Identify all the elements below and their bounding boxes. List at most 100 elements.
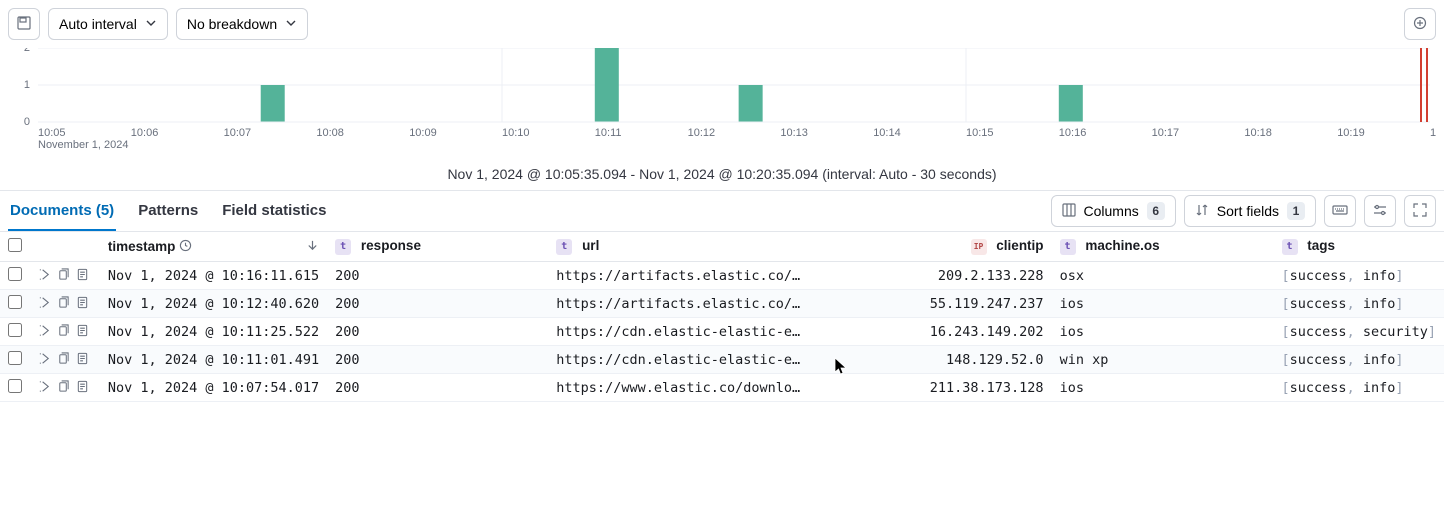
svg-text:10:19: 10:19 (1337, 127, 1365, 139)
clock-icon (179, 239, 192, 255)
columns-button[interactable]: Columns 6 (1051, 195, 1176, 227)
copy-row-icon[interactable] (57, 324, 70, 340)
svg-text:10:16: 10:16 (1059, 127, 1087, 139)
breakdown-label: No breakdown (187, 16, 277, 32)
cell-timestamp: Nov 1, 2024 @ 10:07:54.017 (100, 374, 327, 402)
cell-timestamp: Nov 1, 2024 @ 10:16:11.615 (100, 262, 327, 290)
cell-tags: [success, info] (1274, 290, 1444, 318)
cell-timestamp: Nov 1, 2024 @ 10:11:25.522 (100, 318, 327, 346)
text-type-icon: t (556, 239, 572, 255)
interval-dropdown[interactable]: Auto interval (48, 8, 168, 40)
expand-row-icon[interactable] (38, 268, 51, 284)
cell-response: 200 (327, 374, 548, 402)
cell-clientip: 55.119.247.237 (922, 290, 1052, 318)
text-type-icon: t (1282, 239, 1298, 255)
fullscreen-button[interactable] (1404, 195, 1436, 227)
histogram-chart[interactable]: 01210:0510:0610:0710:0810:0910:1010:1110… (0, 46, 1444, 158)
expand-row-icon[interactable] (38, 380, 51, 396)
cell-tags: [success, security] (1274, 318, 1444, 346)
cell-clientip: 209.2.133.228 (922, 262, 1052, 290)
svg-text:10:09: 10:09 (409, 127, 437, 139)
col-response-label: response (361, 238, 421, 253)
keyboard-icon (1332, 202, 1348, 221)
select-all-checkbox[interactable] (8, 238, 22, 252)
cell-clientip: 211.38.173.128 (922, 374, 1052, 402)
svg-text:10:07: 10:07 (224, 127, 252, 139)
cell-tags: [success, info] (1274, 262, 1444, 290)
actions-header (30, 232, 100, 262)
cell-tags: [success, info] (1274, 346, 1444, 374)
sliders-icon (1372, 202, 1388, 221)
cell-response: 200 (327, 262, 548, 290)
svg-text:10:13: 10:13 (780, 127, 808, 139)
svg-text:10:15: 10:15 (966, 127, 994, 139)
tab-patterns[interactable]: Patterns (136, 192, 200, 231)
col-clientip-label: clientip (996, 238, 1043, 253)
view-doc-icon[interactable] (76, 268, 89, 284)
cell-os: ios (1052, 374, 1274, 402)
col-url[interactable]: t url (548, 232, 921, 262)
cell-clientip: 148.129.52.0 (922, 346, 1052, 374)
display-options-button[interactable] (1364, 195, 1396, 227)
col-tags[interactable]: t tags (1274, 232, 1444, 262)
row-select-checkbox[interactable] (8, 323, 22, 337)
save-icon (16, 15, 32, 34)
col-clientip[interactable]: IP clientip (922, 232, 1052, 262)
chevron-down-icon (285, 16, 297, 32)
row-select-checkbox[interactable] (8, 351, 22, 365)
col-timestamp[interactable]: timestamp (100, 232, 327, 262)
tab-field-statistics[interactable]: Field statistics (220, 192, 328, 231)
row-select-checkbox[interactable] (8, 379, 22, 393)
ip-type-icon: IP (971, 239, 987, 255)
fullscreen-icon (1412, 202, 1428, 221)
copy-row-icon[interactable] (57, 268, 70, 284)
table-row[interactable]: Nov 1, 2024 @ 10:11:25.522 200 https://c… (0, 318, 1444, 346)
sort-icon (1195, 203, 1209, 220)
col-response[interactable]: t response (327, 232, 548, 262)
table-row[interactable]: Nov 1, 2024 @ 10:12:40.620 200 https://a… (0, 290, 1444, 318)
cell-response: 200 (327, 290, 548, 318)
cell-timestamp: Nov 1, 2024 @ 10:11:01.491 (100, 346, 327, 374)
cell-timestamp: Nov 1, 2024 @ 10:12:40.620 (100, 290, 327, 318)
svg-text:10:17: 10:17 (1152, 127, 1180, 139)
col-machine-os[interactable]: t machine.os (1052, 232, 1274, 262)
copy-row-icon[interactable] (57, 296, 70, 312)
cell-url: https://cdn.elastic-elastic-e… (548, 318, 921, 346)
sort-fields-button[interactable]: Sort fields 1 (1184, 195, 1316, 227)
histogram-toolbar: Auto interval No breakdown (0, 0, 1444, 46)
tab-documents[interactable]: Documents (5) (8, 192, 116, 231)
breakdown-dropdown[interactable]: No breakdown (176, 8, 308, 40)
cell-os: osx (1052, 262, 1274, 290)
view-doc-icon[interactable] (76, 380, 89, 396)
row-select-checkbox[interactable] (8, 295, 22, 309)
cell-response: 200 (327, 346, 548, 374)
documents-table: timestamp t response t url IP clienti (0, 232, 1444, 402)
inspect-icon (1412, 15, 1428, 34)
save-search-button[interactable] (8, 8, 40, 40)
table-row[interactable]: Nov 1, 2024 @ 10:11:01.491 200 https://c… (0, 346, 1444, 374)
text-type-icon: t (335, 239, 351, 255)
svg-text:November 1, 2024: November 1, 2024 (38, 139, 129, 151)
col-tags-label: tags (1307, 238, 1335, 253)
cell-os: win xp (1052, 346, 1274, 374)
expand-row-icon[interactable] (38, 352, 51, 368)
sort-count: 1 (1287, 202, 1305, 220)
view-doc-icon[interactable] (76, 296, 89, 312)
expand-row-icon[interactable] (38, 296, 51, 312)
columns-icon (1062, 203, 1076, 220)
svg-text:10:14: 10:14 (873, 127, 901, 139)
svg-text:1: 1 (24, 79, 30, 91)
copy-row-icon[interactable] (57, 380, 70, 396)
row-select-checkbox[interactable] (8, 267, 22, 281)
table-row[interactable]: Nov 1, 2024 @ 10:07:54.017 200 https://w… (0, 374, 1444, 402)
copy-row-icon[interactable] (57, 352, 70, 368)
cell-url: https://cdn.elastic-elastic-e… (548, 346, 921, 374)
expand-row-icon[interactable] (38, 324, 51, 340)
view-doc-icon[interactable] (76, 324, 89, 340)
sort-label: Sort fields (1217, 203, 1279, 219)
view-tabs: Documents (5) Patterns Field statistics … (0, 190, 1444, 232)
inspect-button[interactable] (1404, 8, 1436, 40)
keyboard-shortcuts-button[interactable] (1324, 195, 1356, 227)
table-row[interactable]: Nov 1, 2024 @ 10:16:11.615 200 https://a… (0, 262, 1444, 290)
view-doc-icon[interactable] (76, 352, 89, 368)
